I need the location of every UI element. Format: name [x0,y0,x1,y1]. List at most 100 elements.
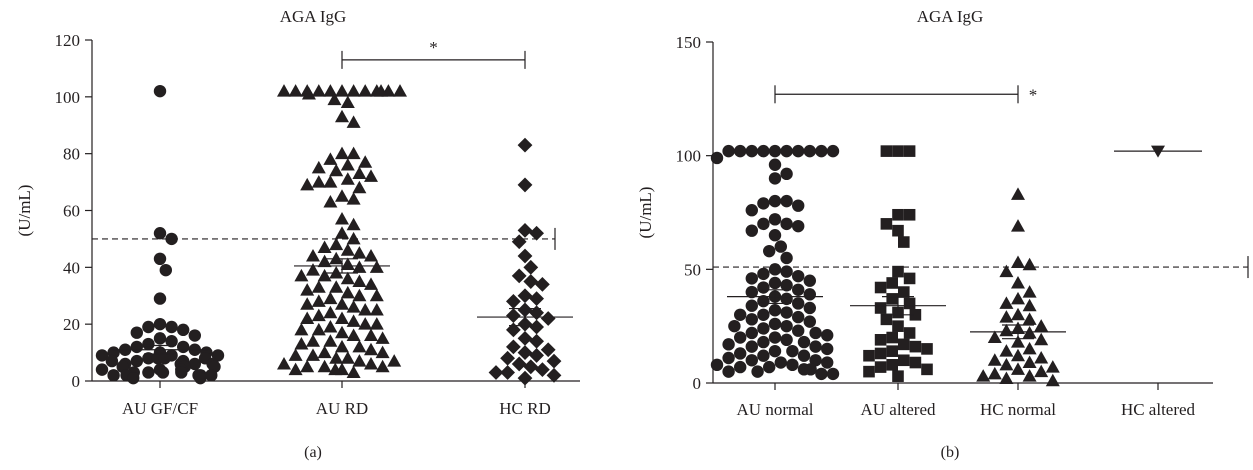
data-point [1011,187,1025,200]
data-point [898,354,910,366]
data-point [904,209,916,221]
data-point [142,366,154,378]
data-point [1023,342,1037,355]
data-point [798,336,810,348]
data-point [921,364,933,376]
data-point [131,341,143,353]
data-point [881,145,893,157]
y-tick-label: 40 [63,258,80,277]
data-point [1046,360,1060,373]
data-point [347,115,361,128]
data-point [289,363,303,376]
data-point [910,357,922,369]
data-point [792,297,804,309]
data-point [780,145,792,157]
data-point [175,366,187,378]
data-point [746,313,758,325]
data-point [1023,369,1037,382]
x-category-label: AU GF/CF [122,399,198,418]
data-point [792,270,804,282]
data-point [370,303,384,316]
data-point [892,209,904,221]
y-tick-label: 50 [684,260,701,279]
data-point [886,277,898,289]
data-point [892,320,904,332]
data-point [335,311,349,324]
data-point [154,292,166,304]
data-point [804,315,816,327]
x-category-label: AU RD [316,399,368,418]
significance-star: * [1029,85,1038,104]
y-tick-label: 60 [63,202,80,221]
data-point [300,297,314,310]
data-point [921,343,933,355]
data-point [341,286,355,299]
data-point [364,249,378,262]
chart-title: AGA IgG [280,7,347,26]
data-point [815,145,827,157]
data-point [341,158,355,171]
data-point [358,155,372,168]
data-point [898,339,910,351]
data-point [757,350,769,362]
data-point [107,369,119,381]
data-point [757,281,769,293]
data-point [786,359,798,371]
data-point [1011,256,1025,269]
data-point [786,345,798,357]
data-point [722,145,734,157]
data-point [711,359,723,371]
data-point [746,272,758,284]
data-point [757,322,769,334]
data-point [352,275,366,288]
data-point [529,291,544,306]
data-point [804,288,816,300]
data-point [863,366,875,378]
data-point [780,306,792,318]
y-tick-label: 0 [72,372,81,391]
data-point [489,365,504,380]
data-point [886,293,898,305]
data-point [1034,351,1048,364]
y-tick-label: 150 [676,33,702,52]
data-point [323,175,337,188]
data-point [352,246,366,259]
data-point [294,323,308,336]
data-point [1011,292,1025,305]
data-point [1034,365,1048,378]
data-point [312,84,326,97]
data-point [364,277,378,290]
group-au-normal: AU normal [711,145,839,419]
data-point [142,321,154,333]
data-point [780,334,792,346]
panel-label: (b) [941,444,960,461]
data-point [370,289,384,302]
data-point [988,353,1002,366]
data-point [827,145,839,157]
data-point [1011,276,1025,289]
data-point [289,348,303,361]
x-category-label: AU altered [860,400,936,419]
data-point [277,357,291,370]
data-point [329,238,343,251]
data-point [329,164,343,177]
data-point [792,220,804,232]
data-point [289,84,303,97]
y-tick-label: 100 [676,147,702,166]
data-point [875,361,887,373]
data-point [323,334,337,347]
data-point [387,354,401,367]
data-point [352,340,366,353]
data-point [898,236,910,248]
data-point [763,361,775,373]
data-point [189,329,201,341]
data-point [809,327,821,339]
data-point [780,252,792,264]
data-point [769,229,781,241]
data-point [131,355,143,367]
data-point [904,327,916,339]
data-point [804,145,816,157]
data-point [165,321,177,333]
data-point [127,372,139,384]
data-point [323,292,337,305]
